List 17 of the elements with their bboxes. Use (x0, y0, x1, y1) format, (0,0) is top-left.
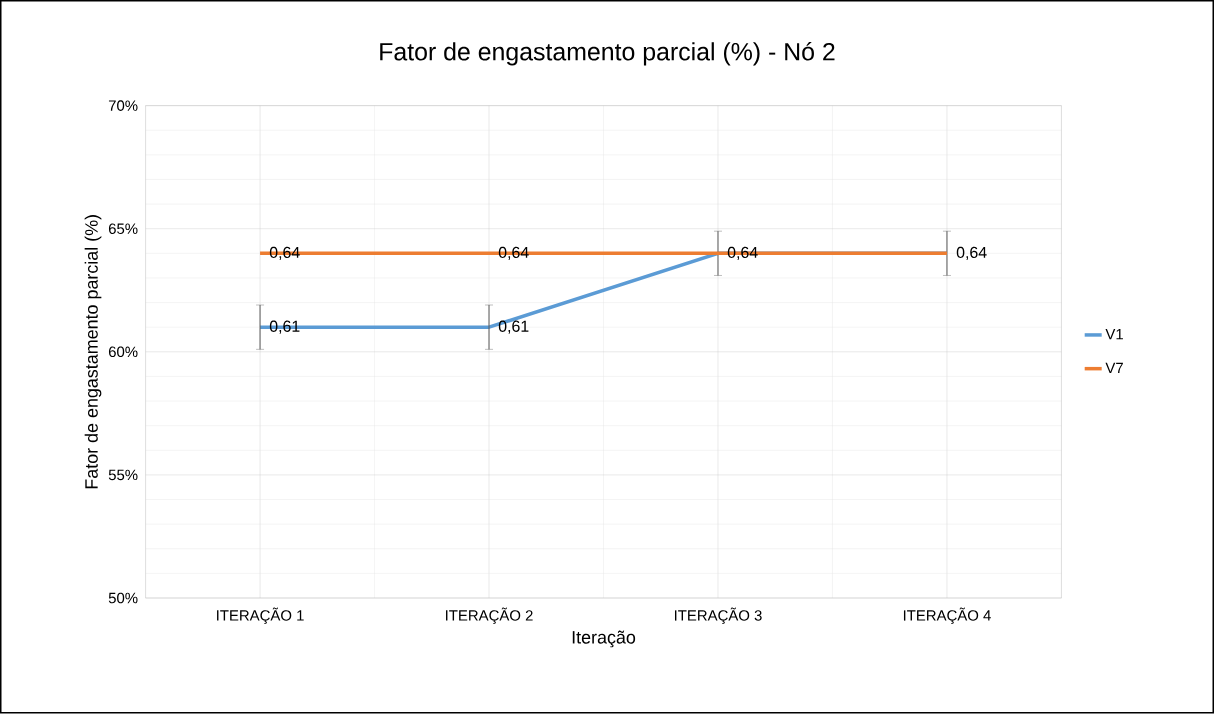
x-tick-label: ITERAÇÃO 4 (903, 607, 991, 624)
y-axis-title: Fator de engastamento parcial (%) (84, 215, 102, 489)
legend-label: V7 (1105, 362, 1123, 374)
data-label: 0,61 (269, 320, 300, 334)
x-axis-title: Iteração (572, 630, 636, 648)
chart-title: Fator de engastamento parcial (%) - Nó 2 (380, 42, 835, 66)
data-label: 0,61 (498, 320, 529, 334)
y-tick-label: 60% (108, 346, 138, 358)
x-tick-label: ITERAÇÃO 2 (446, 607, 533, 624)
y-tick-label: 50% (108, 592, 138, 604)
y-tick-label: 70% (108, 100, 138, 112)
y-tick-label: 65% (108, 223, 138, 235)
y-tick-label: 55% (108, 469, 138, 481)
x-tick-label: ITERAÇÃO 3 (674, 607, 762, 624)
data-label: 0,64 (956, 246, 987, 261)
x-tick-label: ITERAÇÃO 1 (217, 607, 304, 624)
legend-label: V1 (1105, 329, 1123, 340)
